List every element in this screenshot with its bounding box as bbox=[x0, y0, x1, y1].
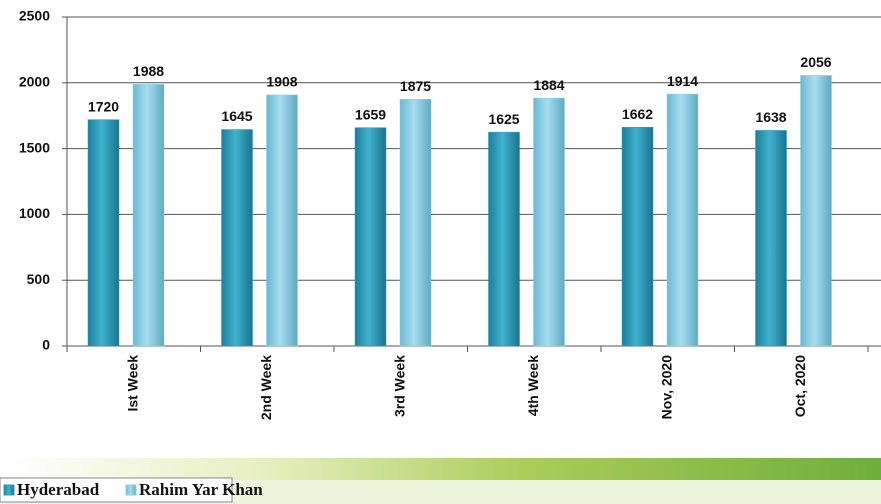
data-label: 1884 bbox=[533, 77, 564, 93]
legend-box bbox=[0, 477, 233, 503]
bar bbox=[533, 97, 565, 347]
data-label: 1914 bbox=[667, 73, 698, 89]
x-tick-label: 3rd Week bbox=[391, 355, 407, 417]
data-label: 1638 bbox=[755, 109, 786, 125]
legend-label: Rahim Yar Khan bbox=[139, 480, 263, 499]
x-tick-label: 4th Week bbox=[525, 355, 541, 416]
data-label: 1908 bbox=[266, 74, 297, 90]
bar bbox=[621, 127, 654, 347]
y-tick-label: 2000 bbox=[19, 74, 50, 90]
bar bbox=[266, 94, 298, 347]
bar bbox=[755, 130, 787, 347]
data-label: 1875 bbox=[400, 78, 431, 94]
y-tick-label: 1000 bbox=[19, 205, 50, 221]
x-tick-label: Oct, 2020 bbox=[792, 355, 808, 417]
data-label: 1720 bbox=[88, 98, 119, 114]
bar bbox=[666, 93, 699, 347]
bar bbox=[87, 119, 120, 347]
data-label: 1659 bbox=[355, 106, 386, 122]
y-tick-label: 2500 bbox=[19, 8, 50, 24]
data-label: 1988 bbox=[133, 63, 164, 79]
x-tick-label: Ist Week bbox=[124, 355, 140, 412]
bar bbox=[399, 99, 432, 347]
bar bbox=[221, 129, 253, 347]
x-tick-label: Nov, 2020 bbox=[658, 355, 674, 420]
y-tick-label: 500 bbox=[27, 271, 51, 287]
legend-label: Hyderabad bbox=[17, 480, 100, 499]
legend-swatch bbox=[125, 484, 137, 496]
y-tick-label: 1500 bbox=[19, 139, 50, 155]
bar bbox=[132, 84, 165, 347]
data-label: 1625 bbox=[488, 111, 519, 127]
data-label: 1662 bbox=[622, 106, 653, 122]
y-tick-label: 0 bbox=[42, 337, 50, 353]
data-label: 2056 bbox=[800, 54, 831, 70]
data-label: 1645 bbox=[221, 108, 252, 124]
bar bbox=[354, 127, 387, 347]
bar bbox=[488, 131, 520, 347]
legend-swatch bbox=[3, 484, 15, 496]
x-tick-label: 2nd Week bbox=[258, 355, 274, 420]
bar bbox=[800, 75, 832, 347]
footer-band bbox=[0, 458, 881, 480]
